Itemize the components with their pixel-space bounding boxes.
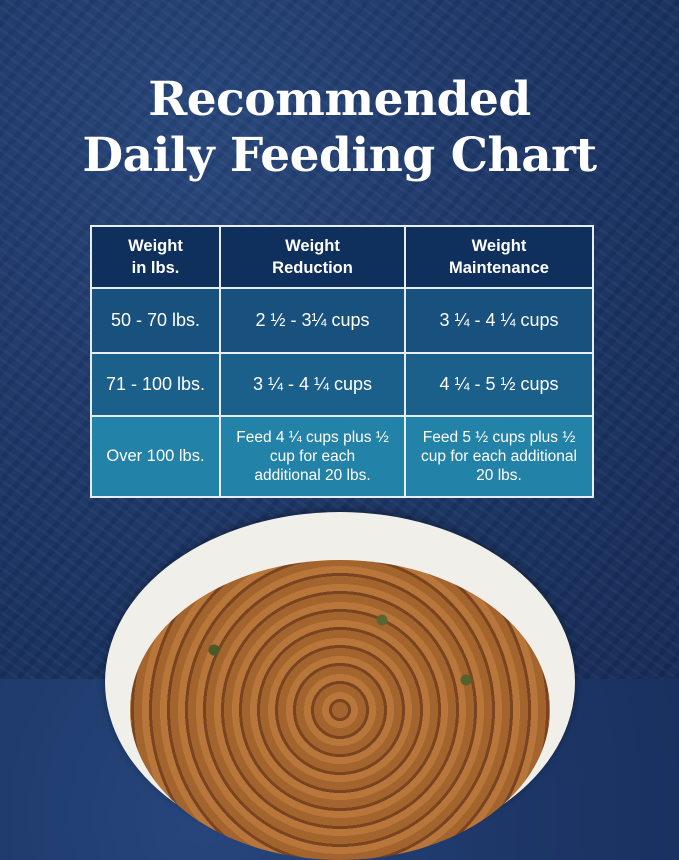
feeding-table: Weight in lbs. Weight Reduction Weight Main… [90, 224, 594, 498]
header-weight: Weight in lbs. [90, 224, 221, 290]
title-line-1: Recommended [148, 72, 531, 127]
table-row: 50 - 70 lbs. 2 ½ - 3¼ cups 3 ¼ - 4 ¼ cup… [90, 287, 594, 354]
cell-reduction: Feed 4 ¼ cups plus ½ cup for each additi… [219, 415, 406, 498]
title-line-2: Daily Feeding Chart [82, 128, 597, 183]
cell-weight: 50 - 70 lbs. [90, 287, 221, 354]
header-row: Weight in lbs. Weight Reduction Weight Main… [90, 224, 594, 290]
header-maintenance: Weight Maintenance [404, 224, 594, 290]
page-title: Recommended Daily Feeding Chart [0, 72, 679, 184]
cell-reduction: 2 ½ - 3¼ cups [219, 287, 406, 354]
table-row: 71 - 100 lbs. 3 ¼ - 4 ¼ cups 4 ¼ - 5 ½ c… [90, 351, 594, 418]
kibble-image [130, 560, 550, 860]
cell-maintenance: 4 ¼ - 5 ½ cups [404, 351, 594, 418]
cell-weight: Over 100 lbs. [90, 415, 221, 498]
cell-weight: 71 - 100 lbs. [90, 351, 221, 418]
header-reduction: Weight Reduction [219, 224, 406, 290]
cell-maintenance: Feed 5 ½ cups plus ½ cup for each additi… [404, 415, 594, 498]
table-row: Over 100 lbs. Feed 4 ¼ cups plus ½ cup f… [90, 415, 594, 498]
cell-maintenance: 3 ¼ - 4 ¼ cups [404, 287, 594, 354]
cell-reduction: 3 ¼ - 4 ¼ cups [219, 351, 406, 418]
